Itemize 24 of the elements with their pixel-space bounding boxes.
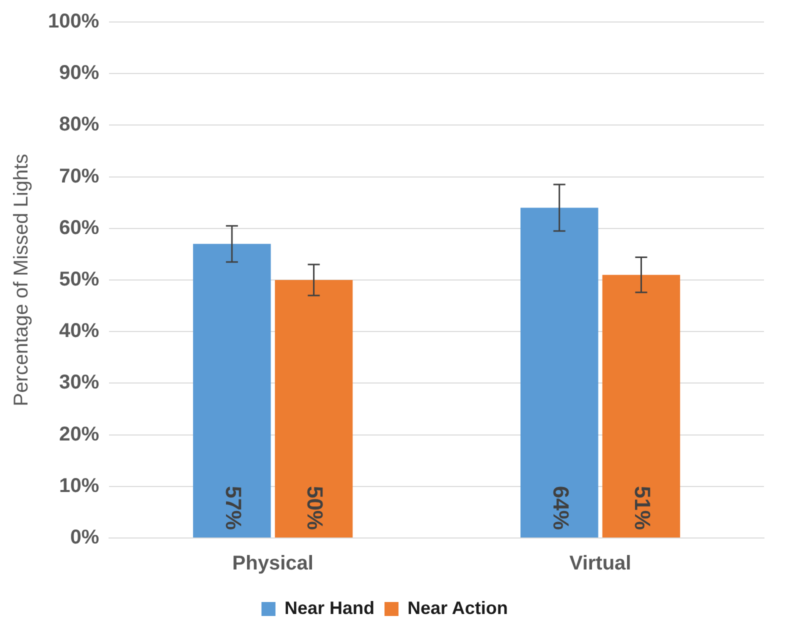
y-tick-label: 90% xyxy=(59,62,100,84)
x-tick-label: Virtual xyxy=(569,552,632,575)
data-label: 57% xyxy=(220,486,246,530)
data-label: 64% xyxy=(548,486,574,530)
y-tick-label: 10% xyxy=(59,474,100,497)
y-tick-label: 60% xyxy=(59,216,100,239)
y-tick-label: 30% xyxy=(59,372,100,394)
bar xyxy=(602,274,680,538)
y-tick-label: 50% xyxy=(59,268,100,291)
y-tick-label: 0% xyxy=(70,526,100,549)
legend-label: Near Action xyxy=(408,598,508,618)
y-tick-label: 100% xyxy=(48,10,100,33)
bar xyxy=(193,244,271,538)
y-tick-label: 80% xyxy=(59,114,100,136)
y-tick-label: 40% xyxy=(59,320,100,342)
bar xyxy=(520,208,598,538)
y-tick-label: 70% xyxy=(59,165,100,188)
data-label: 50% xyxy=(302,486,328,530)
y-axis-title: Percentage of Missed Lights xyxy=(10,154,33,406)
bar xyxy=(274,280,353,538)
x-tick-label: Physical xyxy=(232,552,314,575)
data-label: 51% xyxy=(630,486,656,530)
legend-label: Near Hand xyxy=(284,598,375,618)
y-tick-label: 20% xyxy=(59,423,100,446)
